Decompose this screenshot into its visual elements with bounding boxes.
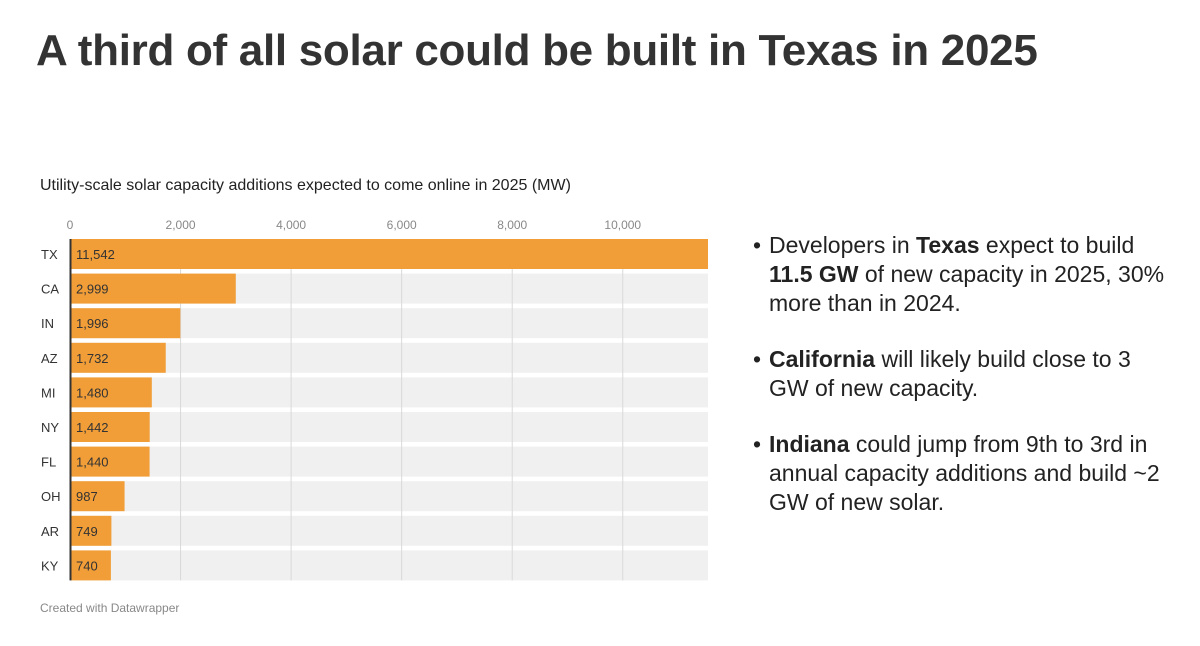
- bullet-list: • Developers in Texas expect to build 11…: [753, 231, 1173, 544]
- bullet-dot: •: [753, 431, 762, 457]
- bar-track: [70, 550, 708, 581]
- value-label: 987: [76, 489, 98, 504]
- x-tick-label: 10,000: [604, 218, 641, 232]
- category-label: FL: [41, 455, 56, 470]
- bar: [70, 550, 111, 581]
- page-title: A third of all solar could be built in T…: [36, 26, 1038, 75]
- bar: [70, 239, 708, 269]
- bullet-item-texas: • Developers in Texas expect to build 11…: [753, 231, 1173, 318]
- x-tick-label: 4,000: [276, 218, 306, 232]
- x-tick-label: 0: [67, 218, 74, 232]
- value-label: 2,999: [76, 282, 109, 297]
- x-tick-label: 8,000: [497, 218, 527, 232]
- chart-title: Utility-scale solar capacity additions e…: [40, 177, 571, 194]
- category-label: KY: [41, 558, 59, 573]
- bullet-dot: •: [753, 232, 762, 258]
- bar-track: [70, 377, 708, 408]
- value-label: 1,480: [76, 385, 109, 400]
- value-label: 1,732: [76, 351, 109, 366]
- category-label: IN: [41, 316, 54, 331]
- x-tick-label: 2,000: [166, 218, 196, 232]
- value-label: 749: [76, 524, 98, 539]
- category-label: MI: [41, 385, 55, 400]
- value-label: 11,542: [76, 247, 115, 262]
- bar-track: [70, 481, 708, 512]
- value-label: 1,440: [76, 455, 109, 470]
- bar: [70, 273, 236, 304]
- bullet-item-indiana: • Indiana could jump from 9th to 3rd in …: [753, 430, 1173, 517]
- bar: [70, 446, 150, 477]
- bar: [70, 412, 150, 442]
- value-label: 740: [76, 558, 98, 573]
- bullet-item-california: • California will likely build close to …: [753, 345, 1173, 403]
- bar-track: [70, 515, 708, 546]
- category-label: NY: [41, 420, 59, 435]
- bar: [70, 377, 152, 408]
- chart-credit: Created with Datawrapper: [40, 601, 180, 615]
- bar: [70, 308, 181, 339]
- bullet-text: Developers in Texas expect to build 11.5…: [769, 232, 1165, 316]
- bullet-text: Indiana could jump from 9th to 3rd in an…: [769, 431, 1160, 515]
- category-label: AR: [41, 524, 59, 539]
- bullet-text: California will likely build close to 3 …: [769, 346, 1131, 401]
- category-label: OH: [41, 489, 61, 504]
- category-label: CA: [41, 282, 59, 297]
- category-label: TX: [41, 247, 58, 262]
- bar-track: [70, 446, 708, 477]
- value-label: 1,996: [76, 316, 109, 331]
- bullet-dot: •: [753, 346, 762, 372]
- x-tick-label: 6,000: [387, 218, 417, 232]
- bar: [70, 342, 166, 373]
- value-label: 1,442: [76, 420, 109, 435]
- bar: [70, 481, 125, 512]
- category-label: AZ: [41, 351, 58, 366]
- bar-track: [70, 342, 708, 373]
- bar-track: [70, 412, 708, 442]
- bar: [70, 515, 112, 546]
